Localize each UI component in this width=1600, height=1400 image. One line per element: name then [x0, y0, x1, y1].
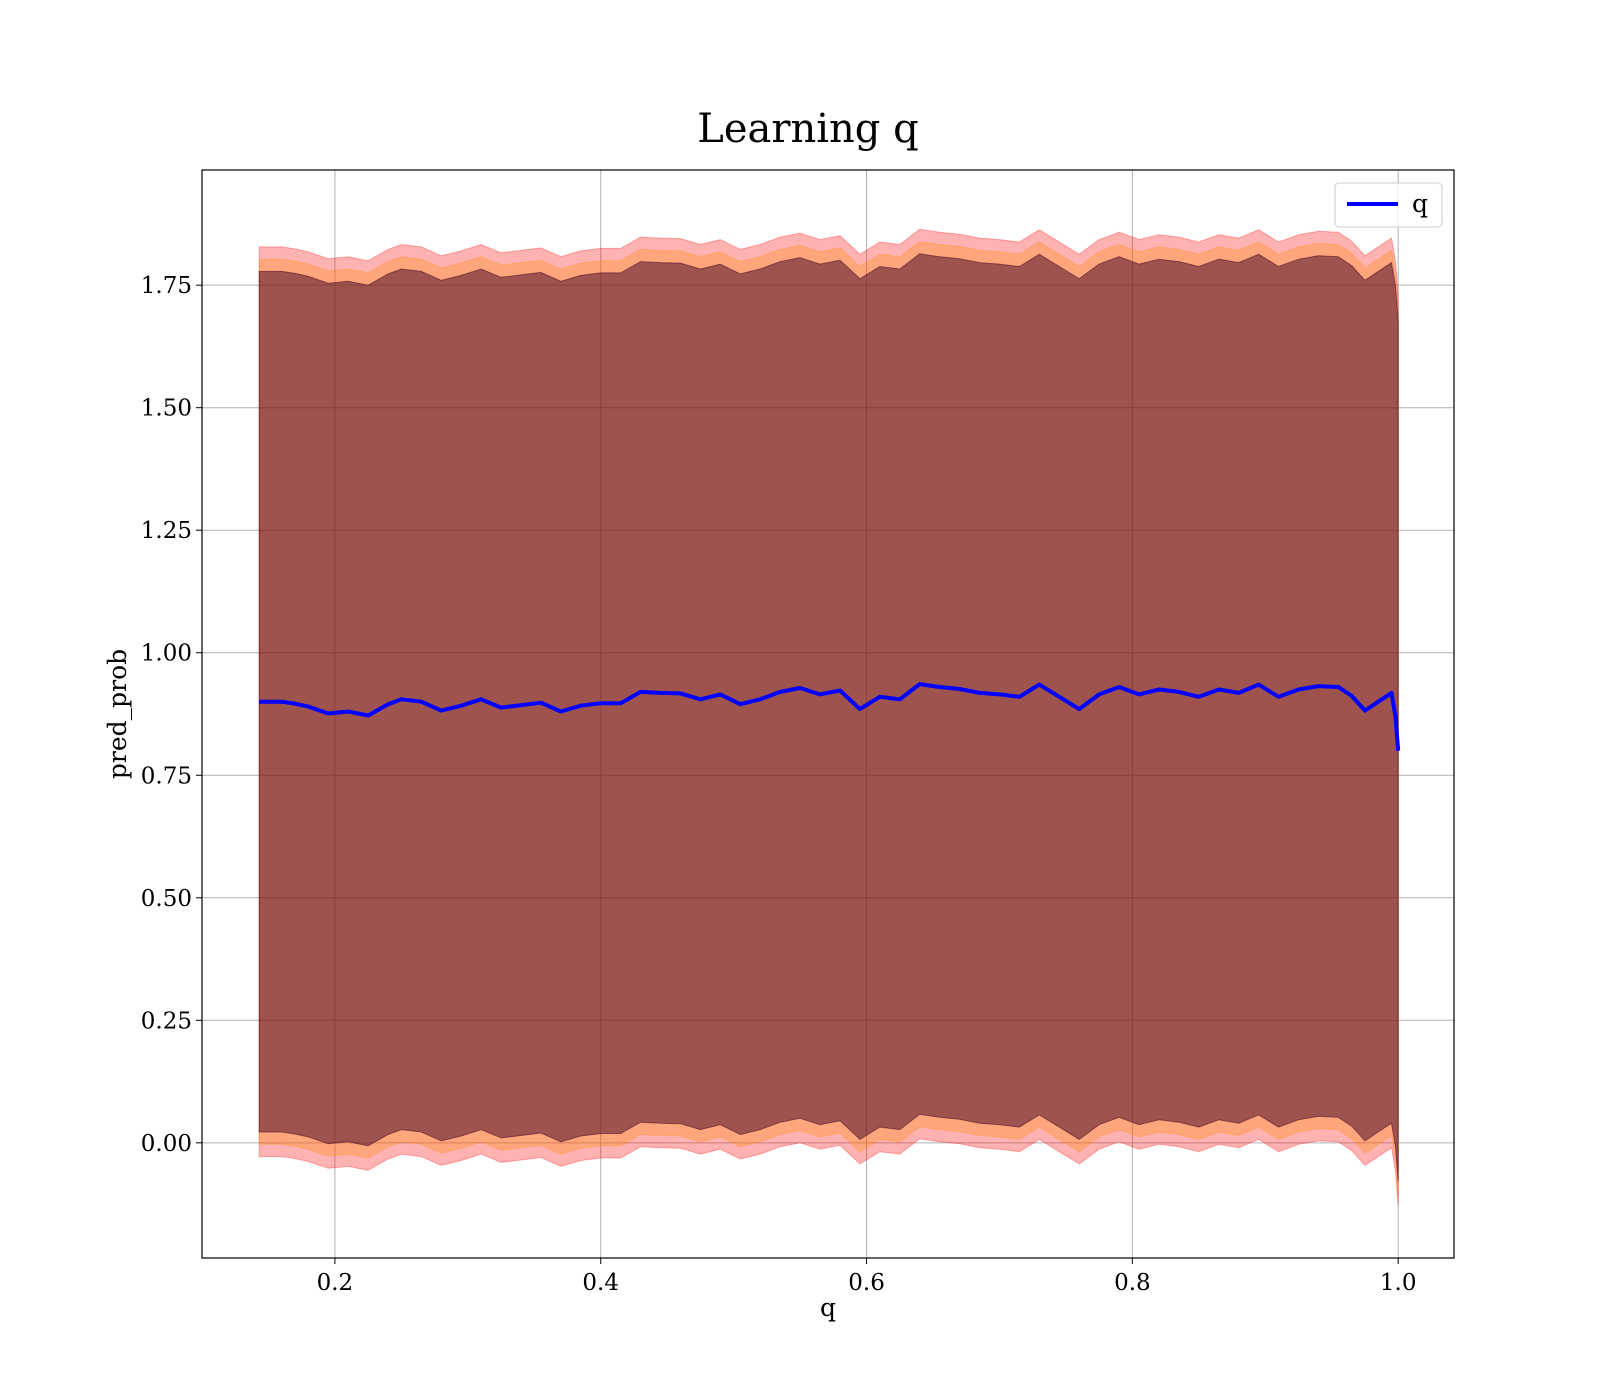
y-axis-label: pred_prob: [103, 649, 132, 779]
y-tick-label: 0.00: [141, 1131, 192, 1157]
y-tick-label: 0.25: [141, 1008, 192, 1034]
legend-label-q: q: [1412, 189, 1428, 218]
legend: q: [1334, 182, 1443, 228]
y-tick-label: 0.75: [141, 763, 192, 789]
y-tick-label: 1.75: [141, 273, 192, 299]
series-lines: [259, 682, 1401, 751]
plot-frame: [201, 169, 1455, 1259]
x-axis-label: q: [820, 1293, 836, 1322]
x-tick-label: 0.6: [848, 1270, 885, 1296]
confidence-band-2: [258, 253, 1399, 1182]
y-tick-label: 0.50: [141, 886, 192, 912]
series-line-q: [259, 682, 1401, 751]
y-tick-label: 1.50: [141, 396, 192, 422]
chart-title: Learning q: [697, 106, 918, 152]
x-tick-label: 1.0: [1380, 1270, 1417, 1296]
confidence-bands: [258, 228, 1399, 1206]
y-tick-label: 1.00: [141, 641, 192, 667]
x-tick-label: 0.8: [1114, 1270, 1151, 1296]
plot-area: [201, 169, 1455, 1259]
x-tick-label: 0.2: [317, 1270, 354, 1296]
y-tick-label: 1.25: [141, 518, 192, 544]
y-axis-ticks: 0.00 0.25 0.50 0.75 1.00 1.25 1.50 1.75: [141, 273, 202, 1157]
x-tick-label: 0.4: [582, 1270, 619, 1296]
x-axis-ticks: 0.2 0.4 0.6 0.8 1.0: [317, 1258, 1417, 1296]
